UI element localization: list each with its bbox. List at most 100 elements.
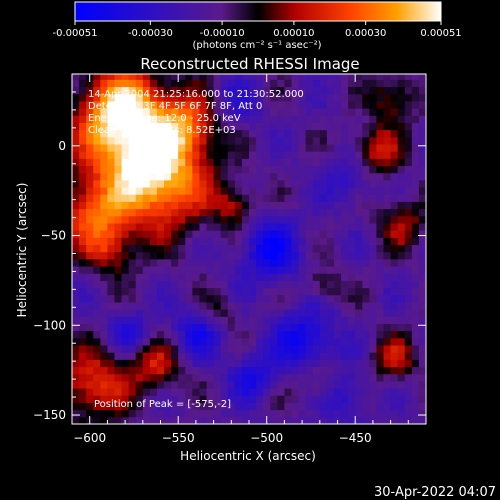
heatmap-cell <box>192 409 200 418</box>
heatmap-cell <box>121 222 130 231</box>
heatmap-cell <box>256 330 264 339</box>
heatmap-cell <box>142 208 151 217</box>
heatmap-cell <box>164 345 172 353</box>
heatmap-cell <box>86 345 94 353</box>
heatmap-cell <box>256 388 264 396</box>
heatmap-cell <box>305 122 314 131</box>
heatmap-cell <box>178 366 186 375</box>
heatmap-cell <box>241 359 250 368</box>
heatmap-cell <box>326 179 335 188</box>
heatmap-cell <box>185 373 193 382</box>
heatmap-cell <box>220 208 229 217</box>
heatmap-cell <box>241 266 250 274</box>
heatmap-cell <box>164 309 172 317</box>
heatmap-cell <box>256 359 264 368</box>
heatmap-cell <box>121 287 130 296</box>
heatmap-cell <box>100 251 108 260</box>
heatmap-cell <box>142 230 151 238</box>
heatmap-cell <box>72 100 80 109</box>
heatmap-cell <box>185 194 193 202</box>
heatmap-cell <box>93 416 101 424</box>
heatmap-cell <box>164 323 172 332</box>
heatmap-cell <box>383 345 392 353</box>
heatmap-cell <box>333 100 342 109</box>
heatmap-cell <box>355 230 363 238</box>
heatmap-cell <box>185 409 193 418</box>
heatmap-cell <box>135 380 144 389</box>
heatmap-cell <box>149 151 158 159</box>
heatmap-cell <box>341 187 349 195</box>
heatmap-cell <box>397 165 406 174</box>
heatmap-cell <box>341 115 349 123</box>
heatmap-cell <box>326 316 335 324</box>
heatmap-cell <box>199 366 208 375</box>
heatmap-cell <box>341 108 349 116</box>
heatmap-cell <box>142 258 151 267</box>
heatmap-cell <box>206 330 215 339</box>
heatmap-cell <box>142 323 151 332</box>
heatmap-cell <box>390 136 399 145</box>
heatmap-cell <box>411 388 420 396</box>
heatmap-cell <box>100 215 108 224</box>
heatmap-cell <box>135 144 144 152</box>
heatmap-cell <box>107 273 115 281</box>
heatmap-cell <box>100 309 108 317</box>
heatmap-cell <box>135 136 144 145</box>
heatmap-cell <box>362 316 370 324</box>
heatmap-cell <box>312 108 321 116</box>
heatmap-cell <box>355 237 363 246</box>
heatmap-cell <box>72 136 80 145</box>
heatmap-cell <box>178 359 186 368</box>
heatmap-cell <box>192 273 200 281</box>
heatmap-cell <box>100 352 108 360</box>
heatmap-cell <box>171 388 179 396</box>
heatmap-cell <box>234 237 243 246</box>
heatmap-cell <box>291 287 300 296</box>
heatmap-cell <box>234 158 243 167</box>
heatmap-cell <box>270 86 278 95</box>
heatmap-cell <box>149 172 158 181</box>
heatmap-cell <box>355 373 363 382</box>
heatmap-cell <box>227 194 236 202</box>
heatmap-cell <box>249 165 257 174</box>
heatmap-cell <box>418 100 426 109</box>
heatmap-cell <box>93 316 101 324</box>
heatmap-cell <box>72 237 80 246</box>
heatmap-cell <box>114 258 123 267</box>
heatmap-cell <box>341 258 349 267</box>
heatmap-cell <box>376 208 385 217</box>
heatmap-cell <box>227 366 236 375</box>
heatmap-cell <box>128 416 137 424</box>
heatmap-cell <box>298 280 307 289</box>
heatmap-cell <box>192 395 200 403</box>
heatmap-cell <box>390 388 399 396</box>
heatmap-cell <box>128 93 137 102</box>
heatmap-cell <box>305 86 314 95</box>
heatmap-cell <box>348 201 356 210</box>
heatmap-cell <box>305 187 314 195</box>
heatmap-cell <box>291 108 300 116</box>
heatmap-cell <box>142 201 151 210</box>
colorbar-tick-label: 0.00010 <box>273 28 314 39</box>
heatmap-cell <box>227 136 236 145</box>
heatmap-cell <box>376 395 385 403</box>
heatmap-cell <box>404 208 413 217</box>
heatmap-cell <box>270 266 278 274</box>
heatmap-cell <box>333 330 342 339</box>
heatmap-cell <box>121 345 130 353</box>
heatmap-cell <box>86 402 94 411</box>
heatmap-cell <box>263 301 271 310</box>
heatmap-cell <box>135 251 144 260</box>
heatmap-cell <box>171 194 179 202</box>
heatmap-cell <box>369 402 377 411</box>
heatmap-cell <box>348 172 356 181</box>
heatmap-cell <box>319 280 328 289</box>
heatmap-cell <box>79 309 87 317</box>
heatmap-cell <box>305 359 314 368</box>
heatmap-cell <box>270 258 278 267</box>
heatmap-cell <box>298 273 307 281</box>
heatmap-cell <box>128 251 137 260</box>
heatmap-cell <box>114 416 123 424</box>
heatmap-cell <box>156 330 165 339</box>
heatmap-cell <box>86 194 94 202</box>
